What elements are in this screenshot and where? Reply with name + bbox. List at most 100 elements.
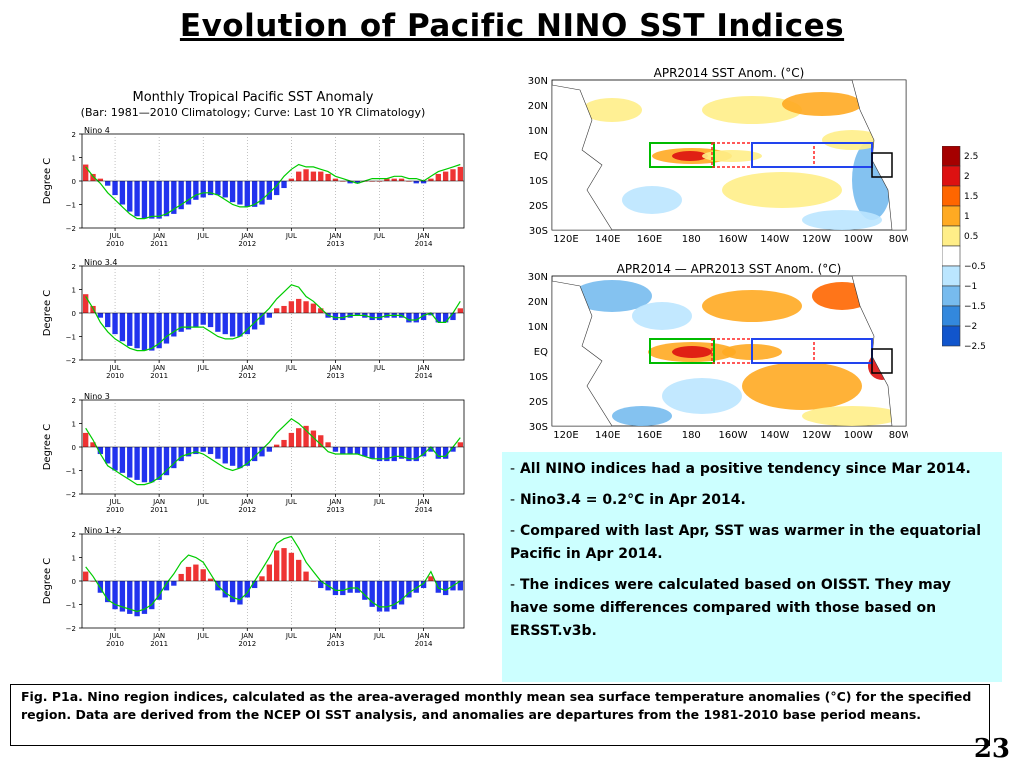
panel-label: Nino 1+2 (84, 526, 122, 535)
x-tick-label: JAN (417, 232, 430, 240)
colorbar-swatch (942, 185, 961, 207)
bar (325, 442, 331, 447)
bar (347, 181, 353, 184)
bar (90, 442, 96, 447)
anomaly-region (572, 280, 652, 312)
anomaly-region (802, 210, 882, 230)
lat-label: 10N (528, 322, 548, 333)
lat-label: 20N (528, 101, 548, 112)
bar (97, 178, 104, 181)
anomaly-region (782, 92, 862, 116)
bar (450, 313, 456, 321)
x-tick-year-label: 2013 (327, 640, 345, 648)
lat-label: 30N (528, 272, 548, 283)
bar (442, 313, 449, 323)
x-tick-label: JUL (373, 498, 385, 506)
x-tick-label: JAN (417, 364, 430, 372)
bar (229, 447, 236, 466)
bar (354, 581, 361, 593)
bar (259, 447, 265, 457)
bar (340, 447, 346, 455)
colorbar-label: −1 (964, 282, 977, 292)
y-axis-label: Degree C (42, 424, 53, 471)
bar (310, 581, 317, 582)
x-tick-label: JUL (197, 632, 209, 640)
x-tick-label: JAN (328, 232, 341, 240)
bar (251, 313, 258, 330)
bar (149, 313, 155, 351)
bar (134, 447, 140, 480)
anomaly-region (702, 150, 762, 162)
lat-label: 20S (529, 397, 548, 408)
anomaly-region (802, 406, 902, 426)
bar (185, 313, 192, 330)
nino4-box (649, 142, 715, 168)
bar (90, 173, 96, 181)
bar (127, 581, 133, 614)
bar (420, 447, 427, 457)
bar (251, 581, 258, 589)
bar (178, 181, 184, 210)
bar (222, 581, 228, 598)
bar (406, 313, 412, 323)
bar (384, 447, 390, 462)
x-tick-label: JUL (197, 498, 209, 506)
x-tick-year-label: 2014 (415, 640, 433, 648)
y-tick-label: −2 (66, 357, 76, 365)
land-americas (851, 275, 907, 427)
lon-label: 120W (802, 430, 831, 441)
bar (222, 447, 228, 464)
x-tick-label: JAN (152, 232, 165, 240)
map-title: APR2014 SST Anom. (°C) (654, 66, 805, 80)
bar (310, 430, 317, 447)
lat-label: 30N (528, 76, 548, 87)
note-item: - Compared with last Apr, SST was warmer… (510, 523, 982, 562)
x-tick-year-label: 2013 (327, 240, 345, 248)
lat-label: 10S (529, 372, 548, 383)
bar (185, 447, 192, 457)
anomaly-region (702, 96, 802, 124)
x-tick-year-label: 2012 (238, 240, 256, 248)
bar (457, 308, 463, 313)
bar (376, 447, 383, 462)
bar (281, 181, 287, 189)
bar (457, 166, 463, 181)
lon-label: 80W (889, 234, 908, 245)
lon-label: 120E (553, 430, 578, 441)
bar (406, 447, 412, 462)
lon-label: 80W (889, 430, 908, 441)
bar (156, 581, 162, 600)
bar (354, 181, 361, 184)
bar (347, 581, 353, 593)
x-tick-label: JAN (152, 632, 165, 640)
bar (362, 581, 368, 600)
bar (428, 447, 434, 452)
anomaly-region (612, 406, 672, 426)
bar (207, 181, 214, 196)
bar (193, 313, 199, 328)
bar (178, 313, 184, 332)
bar (83, 164, 89, 181)
bar (318, 435, 324, 447)
bar (288, 178, 295, 181)
lon-label: 120W (802, 234, 831, 245)
bar (171, 313, 177, 337)
bar (281, 305, 287, 313)
lon-label: 140W (760, 234, 789, 245)
y-tick-label: 1 (72, 555, 76, 563)
colorbar-label: −2.5 (964, 342, 986, 352)
bar (207, 313, 214, 328)
figure-caption: Fig. P1a. Nino region indices, calculate… (10, 684, 990, 746)
bar (303, 425, 309, 447)
panel-label: Nino 3 (84, 392, 110, 401)
chart-subtitle: (Bar: 1981—2010 Climatology; Curve: Last… (80, 106, 426, 119)
bar (266, 313, 272, 318)
x-tick-label: JAN (417, 498, 430, 506)
bar (347, 447, 353, 455)
colorbar-swatch (942, 146, 961, 167)
slide-title: Evolution of Pacific NINO SST Indices (179, 8, 845, 44)
bar (281, 439, 287, 447)
x-tick-label: JUL (373, 632, 385, 640)
y-tick-label: 2 (72, 131, 76, 139)
